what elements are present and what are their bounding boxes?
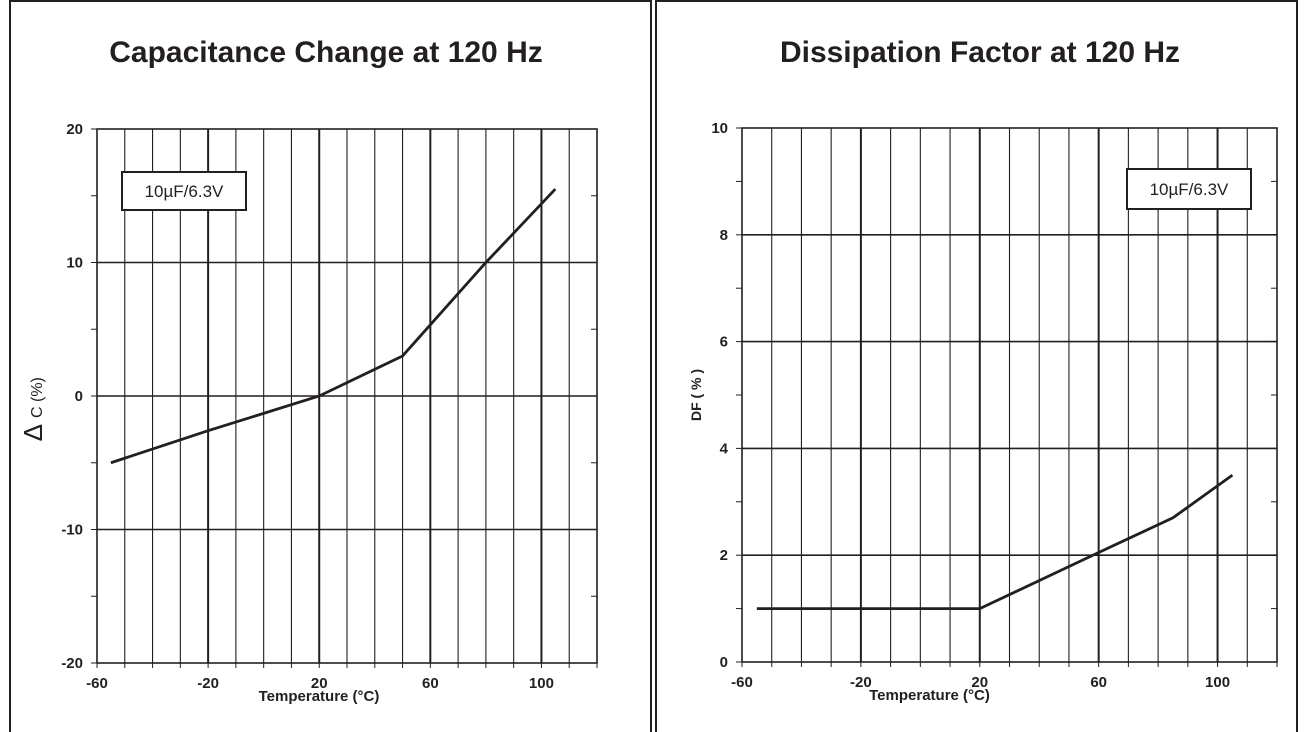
capacitance-chart-panel: Capacitance Change at 120 Hz -20 -10 0 10 20…	[0, 0, 652, 732]
x-tick-label: -60	[86, 675, 108, 692]
annotation-label: 10µF/6.3V	[145, 182, 224, 201]
annotation-label: 10µF/6.3V	[1150, 180, 1229, 199]
series-line	[110, 188, 557, 465]
annotation-box	[1126, 168, 1252, 210]
frame-top-right	[655, 0, 1298, 2]
x-tick-label: -20	[197, 675, 219, 692]
y-tick-label: 0	[720, 654, 728, 671]
y-axis-label-symbol: Δ	[18, 424, 48, 441]
x-tick-label: 20	[971, 674, 988, 691]
y-tick-label: 0	[75, 388, 83, 405]
y-tick-label: -20	[61, 655, 83, 672]
y-axis-label-text: C (%)	[29, 377, 46, 418]
annotation-box	[121, 171, 247, 211]
chart-title: Dissipation Factor at 120 Hz	[779, 36, 1181, 69]
x-tick-label: 60	[1090, 674, 1107, 691]
frame-divider-b	[655, 0, 657, 732]
y-tick-label: 4	[720, 440, 729, 457]
frame-top-left	[9, 0, 652, 2]
y-tick-label: 10	[66, 255, 83, 272]
y-tick-label: 2	[720, 547, 728, 564]
chart-title: Capacitance Change at 120 Hz	[109, 36, 543, 69]
series-line	[756, 473, 1234, 610]
x-tick-label: -20	[850, 674, 872, 691]
frame-border-left	[9, 0, 11, 732]
x-tick-label: 100	[1205, 674, 1230, 691]
x-tick-label: 20	[311, 675, 328, 692]
y-axis-label: Δ C (%)	[18, 377, 48, 441]
frame-border-right	[1296, 0, 1298, 732]
x-tick-label: -60	[731, 674, 753, 691]
x-tick-label: 60	[422, 675, 439, 692]
x-axis-label: Temperature (°C)	[259, 688, 380, 705]
dissipation-chart: 0 2 4 6 8 10 -60 -20 20 60 100 Temperature (°C) DF (…	[688, 120, 1278, 704]
y-tick-label: 20	[66, 121, 83, 138]
x-tick-label: 100	[529, 675, 554, 692]
y-axis-label: DF ( % )	[688, 369, 704, 421]
dissipation-chart-panel: Dissipation Factor at 120 Hz 0 2 4 6 8 10 -60 -…	[653, 0, 1307, 732]
frame-divider-a	[650, 0, 652, 732]
y-tick-label: -10	[61, 522, 83, 539]
y-tick-label: 6	[720, 334, 728, 351]
x-axis-label: Temperature (°C)	[869, 687, 990, 704]
y-tick-label: 8	[720, 227, 728, 244]
y-tick-label: 10	[711, 120, 728, 137]
